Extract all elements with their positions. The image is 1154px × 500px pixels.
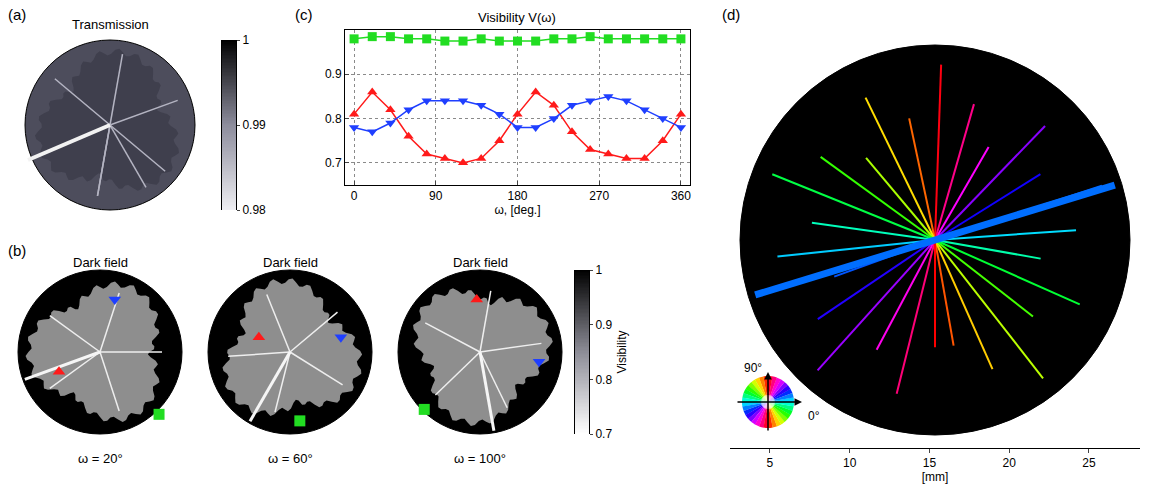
- svg-text:(a): (a): [8, 6, 26, 23]
- svg-text:5: 5: [767, 456, 774, 470]
- svg-text:25: 25: [1082, 456, 1096, 470]
- svg-text:1: 1: [242, 33, 249, 47]
- svg-text:10: 10: [843, 456, 857, 470]
- svg-text:Dark field: Dark field: [453, 255, 508, 270]
- svg-text:15: 15: [923, 456, 937, 470]
- svg-text:1: 1: [595, 263, 602, 277]
- svg-text:0.98: 0.98: [242, 203, 266, 217]
- svg-text:90°: 90°: [744, 361, 762, 375]
- svg-text:Transmission: Transmission: [72, 17, 149, 32]
- svg-text:ω = 100°: ω = 100°: [454, 451, 506, 466]
- svg-text:360: 360: [671, 189, 691, 203]
- svg-text:(d): (d): [722, 6, 740, 23]
- svg-text:270: 270: [589, 189, 609, 203]
- svg-text:ω = 20°: ω = 20°: [78, 451, 123, 466]
- svg-text:0.7: 0.7: [325, 156, 342, 170]
- svg-text:[mm]: [mm]: [922, 470, 949, 484]
- svg-text:0.7: 0.7: [595, 427, 612, 441]
- svg-text:0°: 0°: [808, 409, 820, 423]
- svg-text:0.99: 0.99: [242, 118, 266, 132]
- svg-text:20: 20: [1003, 456, 1017, 470]
- svg-text:0.9: 0.9: [595, 318, 612, 332]
- svg-text:Visibility V(ω): Visibility V(ω): [478, 10, 556, 25]
- svg-text:0: 0: [351, 189, 358, 203]
- svg-text:90: 90: [429, 189, 443, 203]
- svg-text:Visibility: Visibility: [615, 330, 629, 373]
- svg-text:0.9: 0.9: [325, 67, 342, 81]
- svg-text:Dark field: Dark field: [73, 255, 128, 270]
- svg-text:0.8: 0.8: [325, 112, 342, 126]
- svg-text:Dark field: Dark field: [263, 255, 318, 270]
- svg-text:(b): (b): [8, 242, 26, 259]
- svg-text:ω = 60°: ω = 60°: [268, 451, 313, 466]
- svg-text:(c): (c): [295, 6, 313, 23]
- svg-text:ω, [deg.]: ω, [deg.]: [494, 203, 540, 217]
- svg-text:180: 180: [507, 189, 527, 203]
- svg-text:0.8: 0.8: [595, 373, 612, 387]
